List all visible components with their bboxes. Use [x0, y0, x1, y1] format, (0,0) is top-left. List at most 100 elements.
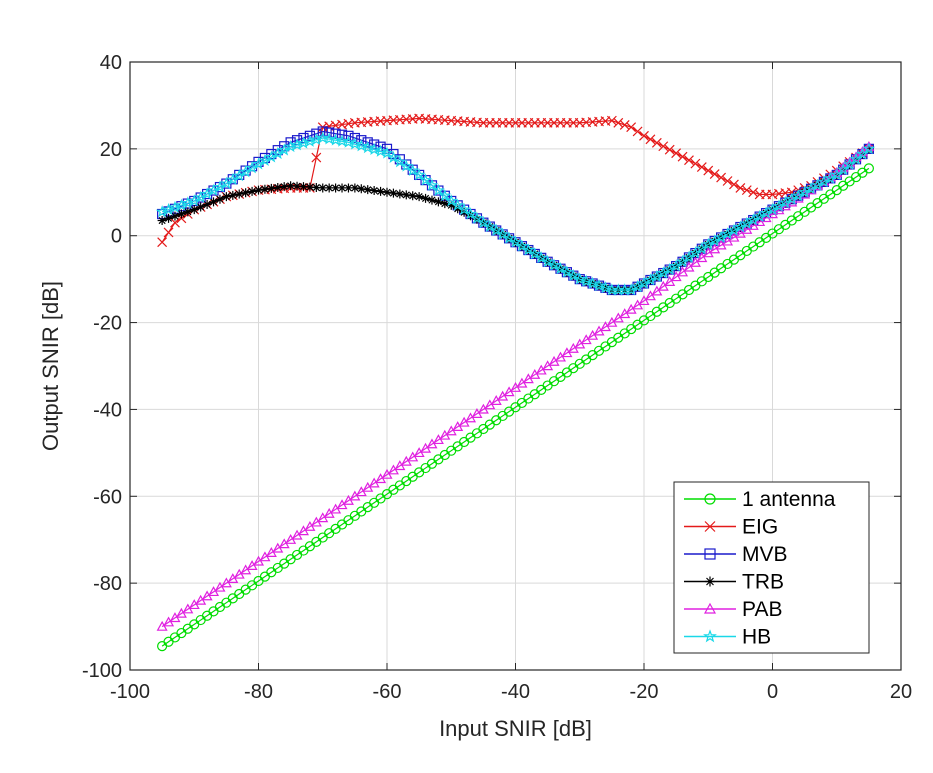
legend-entry: TRB: [684, 571, 784, 594]
marker-x: [645, 134, 656, 145]
marker-x: [163, 227, 174, 238]
marker-star: [489, 223, 503, 236]
marker-star: [367, 142, 381, 156]
marker-asterisk: [215, 194, 225, 204]
legend-label: 1 antenna: [742, 488, 836, 511]
marker-asterisk: [356, 184, 366, 194]
marker-x: [729, 179, 739, 190]
marker-star: [451, 198, 465, 211]
marker-x: [626, 122, 637, 133]
marker-asterisk: [273, 183, 283, 193]
marker-asterisk: [196, 202, 206, 212]
marker-star: [322, 132, 336, 145]
marker-star: [425, 178, 439, 191]
marker-square: [298, 132, 309, 144]
series-layer: [155, 113, 876, 652]
marker-x: [722, 176, 733, 186]
marker-x: [170, 217, 180, 228]
series-1-antenna: [157, 163, 874, 652]
marker-star: [380, 146, 394, 159]
marker-square: [330, 128, 341, 139]
marker-asterisk: [427, 195, 437, 205]
marker-x: [704, 521, 716, 532]
marker-x: [716, 172, 727, 183]
marker-triangle: [670, 271, 682, 282]
marker-star: [534, 251, 548, 264]
x-tick-label: -40: [501, 681, 530, 703]
marker-star: [393, 155, 407, 168]
marker-triangle: [638, 295, 650, 306]
marker-star: [624, 283, 638, 296]
marker-asterisk: [209, 197, 219, 207]
marker-asterisk: [350, 183, 360, 193]
marker-square: [304, 130, 315, 141]
marker-star: [586, 276, 599, 289]
marker-triangle: [703, 602, 717, 614]
marker-x: [632, 126, 643, 137]
marker-x: [619, 120, 630, 130]
marker-star: [444, 194, 458, 207]
legend-entry: PAB: [684, 598, 782, 621]
legend-box: [673, 481, 870, 654]
marker-x: [735, 183, 746, 193]
marker-star: [348, 137, 362, 150]
marker-x: [613, 117, 624, 128]
marker-star: [412, 168, 426, 181]
marker-star: [528, 247, 542, 260]
marker-circle: [704, 493, 716, 505]
marker-asterisk: [202, 199, 212, 209]
marker-star: [354, 139, 368, 152]
legend-entry: EIG: [684, 516, 778, 539]
marker-asterisk: [292, 181, 302, 191]
marker-star: [438, 189, 452, 202]
legend-label: MVB: [742, 543, 788, 566]
marker-square: [324, 127, 335, 138]
marker-star: [703, 629, 717, 643]
x-tick-label: 0: [767, 681, 778, 703]
marker-star: [457, 202, 471, 216]
marker-triangle: [664, 276, 676, 286]
marker-asterisk: [241, 188, 251, 198]
x-tick-label: 20: [890, 681, 912, 703]
marker-square: [704, 548, 716, 560]
marker-x: [703, 165, 714, 176]
marker-asterisk: [266, 183, 276, 193]
marker-asterisk: [705, 576, 715, 587]
series-hb: [155, 131, 876, 296]
y-tick-label: -40: [93, 399, 122, 421]
marker-asterisk: [260, 184, 270, 194]
marker-star: [541, 255, 555, 268]
x-tick-label: -60: [373, 681, 402, 703]
marker-asterisk: [388, 188, 398, 198]
marker-star: [566, 268, 580, 282]
marker-asterisk: [234, 189, 244, 199]
marker-asterisk: [382, 187, 392, 197]
marker-star: [464, 207, 477, 220]
y-tick-label: -80: [93, 573, 122, 595]
marker-x: [696, 162, 707, 173]
marker-square: [311, 128, 322, 139]
y-axis-label: Output SNIR [dB]: [38, 281, 63, 451]
marker-asterisk: [433, 197, 443, 207]
marker-star: [862, 142, 876, 155]
marker-triangle: [689, 256, 701, 267]
x-tick-label: -20: [630, 681, 659, 703]
marker-asterisk: [453, 204, 463, 214]
marker-star: [502, 231, 516, 244]
marker-x: [748, 187, 759, 198]
marker-x: [639, 130, 649, 141]
marker-triangle: [696, 252, 708, 263]
marker-star: [631, 280, 644, 293]
marker-x: [664, 144, 675, 155]
marker-star: [547, 258, 561, 271]
marker-asterisk: [279, 182, 289, 192]
marker-x: [606, 115, 617, 126]
marker-asterisk: [286, 181, 296, 191]
marker-asterisk: [254, 185, 263, 195]
marker-asterisk: [176, 209, 186, 219]
marker-asterisk: [318, 183, 328, 193]
marker-star: [335, 134, 349, 147]
x-axis-label: Input SNIR [dB]: [439, 716, 592, 741]
marker-asterisk: [395, 189, 405, 199]
